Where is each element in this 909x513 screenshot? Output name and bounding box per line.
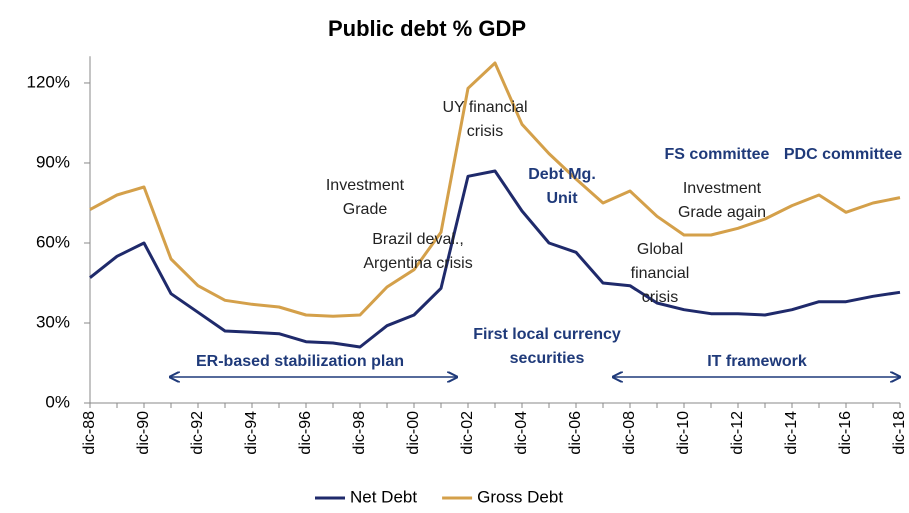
annotation: Global	[637, 241, 683, 258]
x-tick-label: dic-06	[567, 411, 584, 455]
annotation: securities	[510, 350, 585, 367]
legend-label: Gross Debt	[477, 487, 563, 506]
x-tick-label: dic-08	[621, 411, 638, 455]
annotation: financial	[631, 265, 690, 282]
chart-title: Public debt % GDP	[328, 16, 526, 41]
annotation: Brazil deval.,	[372, 231, 464, 248]
y-tick-label: 30%	[36, 312, 70, 331]
x-tick-label: dic-90	[135, 411, 152, 455]
x-tick-label: dic-14	[783, 411, 800, 455]
annotation: IT framework	[707, 353, 807, 370]
x-tick-label: dic-12	[729, 411, 746, 455]
legend-label: Net Debt	[350, 487, 417, 506]
x-tick-label: dic-92	[189, 411, 206, 455]
annotation: First local currency	[473, 326, 621, 343]
x-tick-label: dic-18	[891, 411, 908, 455]
y-tick-label: 0%	[45, 392, 70, 411]
x-tick-label: dic-98	[351, 411, 368, 455]
x-tick-label: dic-00	[405, 411, 422, 455]
y-tick-label: 120%	[27, 72, 70, 91]
annotation: Grade	[343, 201, 388, 218]
annotation: ER-based stabilization plan	[196, 353, 404, 370]
annotation: UY financial	[442, 99, 527, 116]
annotation: Investment	[683, 180, 762, 197]
x-tick-label: dic-96	[297, 411, 314, 455]
x-tick-label: dic-10	[675, 411, 692, 455]
annotation: crisis	[467, 123, 503, 140]
annotation: crisis	[642, 289, 678, 306]
x-tick-label: dic-94	[243, 411, 260, 455]
annotation: Debt Mg.	[528, 166, 596, 183]
x-tick-label: dic-02	[459, 411, 476, 455]
series-line	[89, 169, 901, 349]
series-line	[89, 61, 901, 318]
annotation: PDC committee	[784, 146, 902, 163]
annotation: Unit	[546, 190, 578, 207]
x-tick-label: dic-04	[513, 411, 530, 455]
annotation: FS committee	[665, 146, 770, 163]
y-tick-label: 60%	[36, 232, 70, 251]
y-tick-label: 90%	[36, 152, 70, 171]
annotation: Argentina crisis	[363, 255, 472, 272]
annotation: Investment	[326, 177, 405, 194]
x-tick-label: dic-88	[81, 411, 98, 455]
annotation: Grade again	[678, 204, 766, 221]
x-tick-label: dic-16	[837, 411, 854, 455]
